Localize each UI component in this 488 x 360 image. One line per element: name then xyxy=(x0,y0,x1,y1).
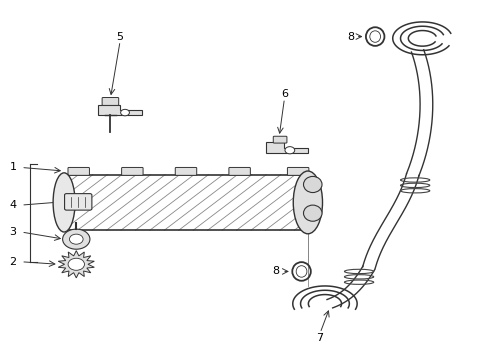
Ellipse shape xyxy=(369,31,380,42)
FancyBboxPatch shape xyxy=(102,98,119,105)
Text: 1: 1 xyxy=(9,162,17,172)
Polygon shape xyxy=(64,175,307,230)
Circle shape xyxy=(62,229,90,249)
Text: 8: 8 xyxy=(272,266,279,276)
Text: 5: 5 xyxy=(117,32,123,41)
FancyBboxPatch shape xyxy=(122,167,143,175)
Ellipse shape xyxy=(303,176,322,193)
FancyBboxPatch shape xyxy=(287,167,308,175)
Text: 4: 4 xyxy=(9,200,17,210)
FancyBboxPatch shape xyxy=(68,167,89,175)
FancyBboxPatch shape xyxy=(175,167,196,175)
FancyBboxPatch shape xyxy=(228,167,250,175)
Ellipse shape xyxy=(293,171,322,234)
FancyBboxPatch shape xyxy=(273,136,286,143)
Circle shape xyxy=(68,258,84,270)
Polygon shape xyxy=(266,142,307,153)
Text: 8: 8 xyxy=(346,32,354,41)
Polygon shape xyxy=(98,105,142,116)
Polygon shape xyxy=(58,251,94,278)
Text: 3: 3 xyxy=(9,227,17,237)
Circle shape xyxy=(121,109,129,116)
Text: 6: 6 xyxy=(281,89,287,99)
Text: 7: 7 xyxy=(316,333,323,343)
Circle shape xyxy=(69,234,83,244)
Ellipse shape xyxy=(303,205,322,221)
Ellipse shape xyxy=(53,173,75,232)
Ellipse shape xyxy=(296,266,306,277)
FancyBboxPatch shape xyxy=(64,194,92,210)
Circle shape xyxy=(285,147,294,154)
Text: 2: 2 xyxy=(9,257,17,267)
